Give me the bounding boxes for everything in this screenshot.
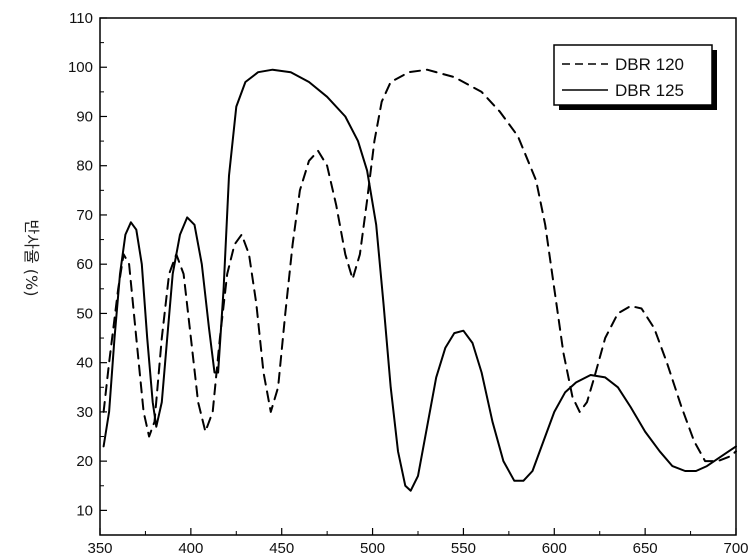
- y-tick-label: 60: [76, 256, 93, 273]
- y-tick-label: 70: [76, 207, 93, 224]
- x-axis: 350 400 450 500 550 600 650 700: [87, 528, 748, 557]
- legend-label-dbr-120: DBR 120: [615, 55, 684, 74]
- series-layer: [104, 70, 736, 491]
- x-tick-label: 700: [723, 540, 748, 557]
- y-axis: 10 20 30 40 50 60 70 80 90 100 110: [68, 10, 107, 519]
- x-tick-label: 450: [269, 540, 294, 557]
- series-line-dbr-125: [104, 70, 736, 491]
- y-tick-label: 90: [76, 108, 93, 125]
- x-tick-label: 500: [360, 540, 385, 557]
- series-line-dbr-120: [104, 70, 736, 461]
- y-axis-title: 반사율 (%): [22, 220, 41, 297]
- y-tick-label: 80: [76, 158, 93, 175]
- legend-label-dbr-125: DBR 125: [615, 81, 684, 100]
- x-tick-label: 400: [178, 540, 203, 557]
- y-tick-label: 10: [76, 502, 93, 519]
- y-tick-label: 20: [76, 453, 93, 470]
- x-tick-label: 600: [542, 540, 567, 557]
- x-tick-label: 350: [87, 540, 112, 557]
- y-tick-label: 100: [68, 59, 93, 76]
- y-tick-label: 30: [76, 404, 93, 421]
- y-tick-label: 50: [76, 305, 93, 322]
- y-tick-label: 40: [76, 355, 93, 372]
- x-tick-label: 650: [633, 540, 658, 557]
- x-tick-label: 550: [451, 540, 476, 557]
- legend: DBR 120 DBR 125: [554, 45, 717, 110]
- y-tick-label: 110: [69, 10, 93, 27]
